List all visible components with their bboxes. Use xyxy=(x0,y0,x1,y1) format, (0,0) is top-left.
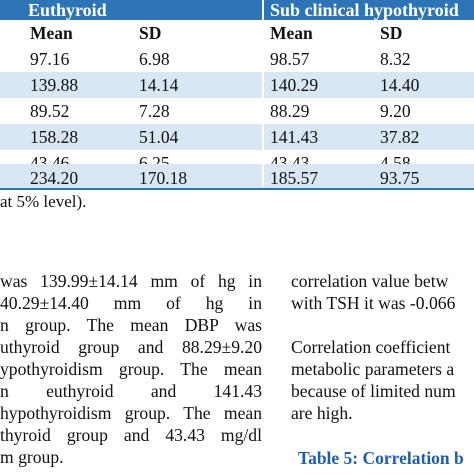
subheader-sd-euthyroid: SD xyxy=(139,23,162,43)
header-subclinical-hypothyroid: Sub clinical hypothyroid xyxy=(270,0,459,20)
text-line: correlation value betw xyxy=(291,271,449,291)
text-line: n group. The mean DBP was xyxy=(0,315,262,335)
text-line: n euthyroid and 141.43 xyxy=(0,381,262,401)
table-row: 158.28 51.04 141.43 37.82 xyxy=(0,124,474,150)
table-bottom-rule xyxy=(0,188,474,190)
text-line: m group. xyxy=(0,447,64,467)
subheader-mean-hypothyroid: Mean xyxy=(270,23,313,43)
text-line: 40.29±14.40 mm of hg in xyxy=(0,293,262,313)
table-footnote: at 5% level). xyxy=(0,192,87,211)
text-line: ypothyroidism group. The mean xyxy=(0,359,262,379)
text-line: are high. xyxy=(291,403,353,423)
subheader-sd-hypothyroid: SD xyxy=(380,23,403,43)
cell-euthyroid-mean: 234.20 xyxy=(30,168,79,188)
cell-hypothyroid-sd: 93.75 xyxy=(380,168,420,188)
text-line: thyroid group and 43.43 mg/dl xyxy=(0,425,262,445)
text-line: hypothyroidism group. The mean xyxy=(0,403,262,423)
table-row: 234.20 170.18 185.57 93.75 xyxy=(0,164,474,188)
table-column-divider xyxy=(262,0,264,186)
text-line-blank xyxy=(291,314,474,336)
text-line: uthyroid group and 88.29±9.20 xyxy=(0,337,262,357)
cell-hypothyroid-sd: 14.40 xyxy=(380,75,420,95)
table-subheader-row: Mean SD Mean SD xyxy=(0,20,474,46)
left-text-column: was 139.99±14.14 mm of hg in 40.29±14.40… xyxy=(0,270,262,468)
text-line: with TSH it was -0.066 xyxy=(291,293,456,313)
cell-euthyroid-sd: 51.04 xyxy=(139,127,179,147)
table-caption: Table 5: Correlation b xyxy=(298,448,464,468)
text-line: Correlation coefficient xyxy=(291,337,451,357)
text-line: metabolic parameters a xyxy=(291,359,455,379)
cell-euthyroid-sd: 14.14 xyxy=(139,75,179,95)
cell-hypothyroid-mean: 88.29 xyxy=(270,101,310,121)
cell-hypothyroid-mean: 98.57 xyxy=(270,49,310,69)
cell-euthyroid-mean: 139.88 xyxy=(30,75,79,95)
table-row: 89.52 7.28 88.29 9.20 xyxy=(0,98,474,124)
right-text-column: correlation value betw with TSH it was -… xyxy=(291,270,474,424)
table-row: 139.88 14.14 140.29 14.40 xyxy=(0,72,474,98)
cell-euthyroid-mean: 89.52 xyxy=(30,101,70,121)
cell-euthyroid-sd: 7.28 xyxy=(139,101,170,121)
cell-hypothyroid-mean: 140.29 xyxy=(270,75,319,95)
cell-hypothyroid-sd: 9.20 xyxy=(380,101,411,121)
cell-euthyroid-mean: 97.16 xyxy=(30,49,70,69)
cell-euthyroid-sd: 170.18 xyxy=(139,168,188,188)
subheader-mean-euthyroid: Mean xyxy=(30,23,73,43)
text-line: because of limited num xyxy=(291,381,456,401)
cell-euthyroid-sd: 6.98 xyxy=(139,49,170,69)
cell-hypothyroid-mean: 185.57 xyxy=(270,168,319,188)
table-row: 97.16 6.98 98.57 8.32 xyxy=(0,46,474,72)
header-euthyroid: Euthyroid xyxy=(28,0,107,20)
cell-euthyroid-mean: 158.28 xyxy=(30,127,79,147)
text-line: was 139.99±14.14 mm of hg in xyxy=(0,271,262,291)
cell-hypothyroid-sd: 37.82 xyxy=(380,127,420,147)
cell-hypothyroid-sd: 8.32 xyxy=(380,49,411,69)
table-group-header-row: Euthyroid Sub clinical hypothyroid xyxy=(0,0,474,20)
cell-hypothyroid-mean: 141.43 xyxy=(270,127,319,147)
